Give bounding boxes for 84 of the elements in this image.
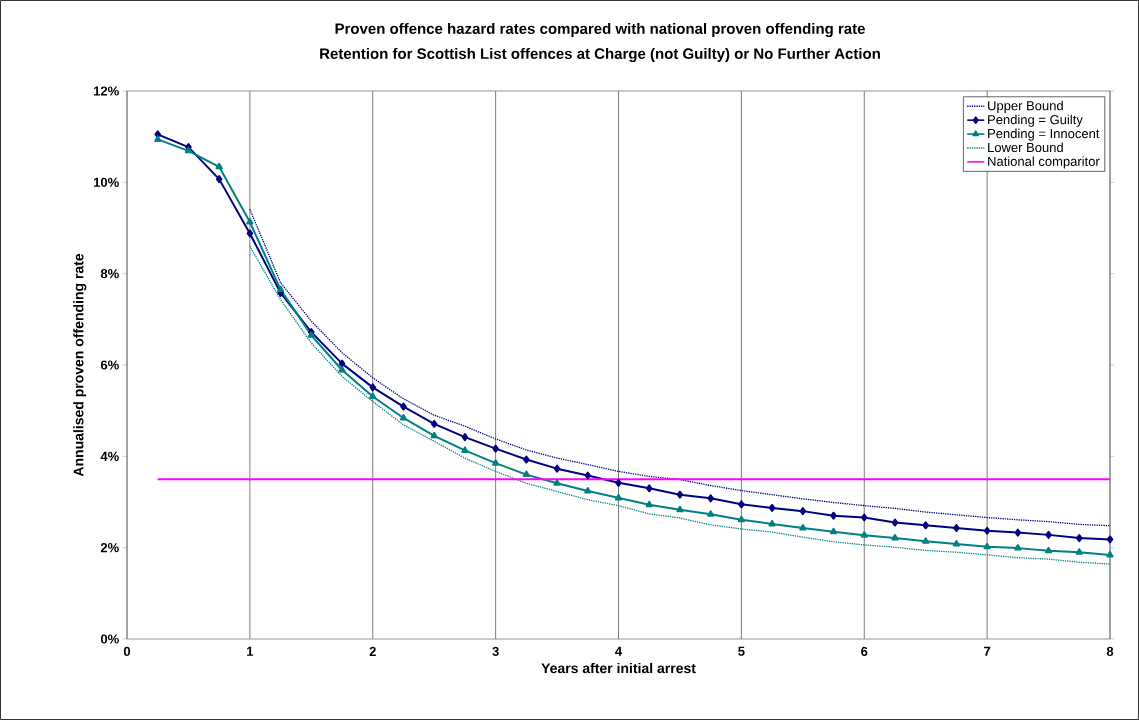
point (399, 413, 408, 421)
point (737, 515, 745, 523)
y-tick-label: 0% (100, 634, 119, 644)
point (1075, 548, 1083, 555)
point (584, 487, 592, 494)
point (1076, 534, 1083, 543)
point (983, 542, 991, 550)
x-tick-label: 2 (369, 646, 376, 656)
y-tick-label: 12% (94, 86, 119, 96)
point (461, 433, 469, 442)
point (983, 526, 991, 535)
point (584, 471, 592, 480)
point (430, 419, 438, 428)
point (829, 527, 838, 535)
y-tick-label: 8% (100, 269, 119, 279)
y-axis-title: Annualised proven offending rate (73, 253, 87, 477)
point (676, 505, 684, 513)
point (430, 431, 438, 439)
legend-label: Pending = Guilty (988, 114, 1083, 127)
point (215, 175, 223, 184)
point (768, 519, 776, 527)
legend-label: Upper Bound (988, 100, 1063, 113)
x-tick-label: 8 (1106, 646, 1114, 656)
point (522, 470, 530, 478)
point (154, 135, 162, 142)
point (799, 507, 807, 516)
point (338, 366, 346, 373)
point (277, 285, 285, 293)
point (830, 511, 837, 520)
point (738, 500, 745, 509)
x-tick-label: 6 (861, 646, 868, 656)
point (614, 493, 623, 501)
point (338, 359, 346, 368)
point (1106, 550, 1114, 558)
point (707, 494, 714, 503)
x-tick-label: 7 (984, 646, 991, 656)
x-tick-label: 1 (247, 646, 254, 656)
x-tick-label: 3 (492, 646, 499, 657)
y-tick-label: 2% (100, 543, 119, 553)
x-axis-title: Years after initial arrest (541, 662, 696, 674)
legend-label: Pending = Innocent (988, 128, 1100, 141)
point (952, 540, 961, 547)
line-series (249, 208, 1111, 527)
point (246, 218, 254, 225)
point (369, 383, 376, 392)
x-tick-label: 4 (615, 646, 623, 656)
point (891, 534, 899, 541)
legend-label: Lower Bound (988, 142, 1063, 153)
point (1044, 546, 1053, 554)
point (553, 464, 561, 473)
point (922, 521, 929, 530)
point (799, 524, 807, 531)
point (246, 229, 254, 238)
point (400, 402, 407, 411)
point (492, 459, 500, 466)
point (492, 444, 499, 453)
point (523, 455, 530, 464)
point (461, 446, 469, 453)
point (645, 484, 653, 493)
point (1014, 528, 1022, 537)
point (860, 531, 868, 538)
x-tick-label: 0 (123, 646, 131, 656)
point (553, 479, 561, 486)
point (369, 392, 377, 400)
y-tick-label: 6% (100, 360, 119, 370)
point (615, 478, 622, 487)
point (768, 503, 776, 512)
point (1106, 535, 1114, 544)
point (707, 510, 715, 517)
point (861, 513, 868, 522)
x-tick-label: 5 (738, 646, 745, 656)
y-tick-label: 10% (94, 177, 119, 187)
chart-title: Proven offence hazard rates compared with national proven offending rate (335, 22, 865, 38)
point (645, 500, 653, 508)
point (953, 524, 960, 533)
point (1014, 544, 1022, 551)
legend-label: National comparitor (988, 156, 1100, 169)
chart-subtitle: Retention for Scottish List offences at Charge (not Guilty) or No Further Action (320, 47, 880, 63)
y-tick-label: 4% (100, 451, 119, 461)
point (1045, 530, 1052, 539)
point (891, 518, 899, 527)
point (676, 490, 684, 499)
point (922, 537, 930, 544)
point (215, 162, 223, 170)
